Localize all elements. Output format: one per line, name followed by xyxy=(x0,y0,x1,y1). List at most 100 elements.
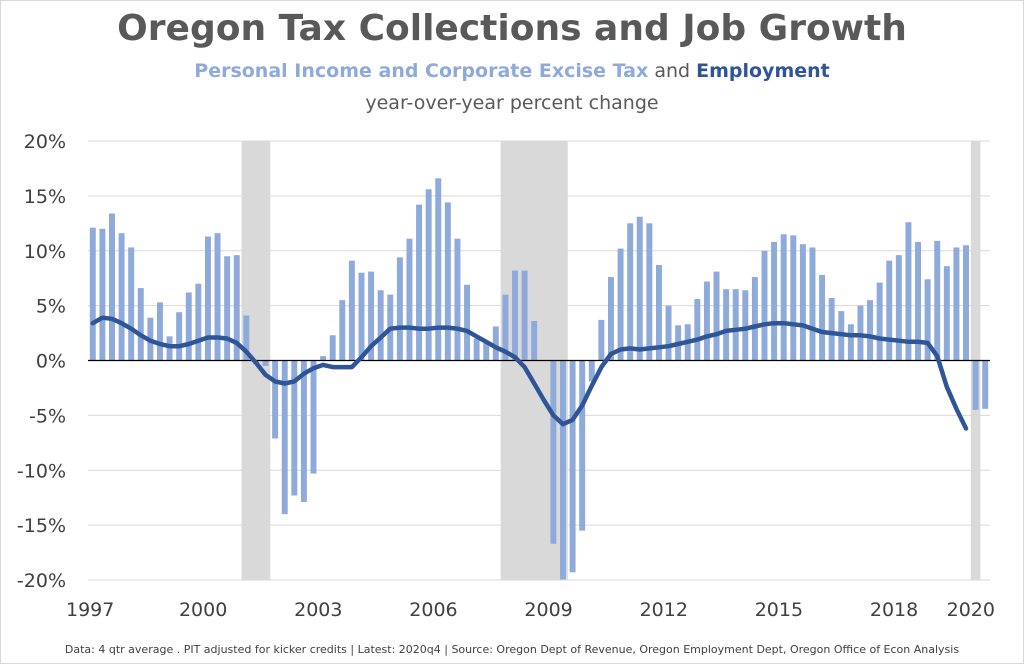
tax-bar xyxy=(204,236,211,361)
tax-bar xyxy=(809,247,816,361)
tax-bar xyxy=(425,189,432,361)
tax-bar xyxy=(828,297,835,361)
tax-bar xyxy=(483,342,490,361)
tax-bar xyxy=(281,360,288,515)
tax-bar xyxy=(464,284,471,361)
tax-bar xyxy=(627,223,634,361)
tax-bar xyxy=(550,360,557,544)
tax-bar xyxy=(963,245,969,361)
tax-bar xyxy=(531,320,538,361)
x-tick-label: 2003 xyxy=(294,599,342,621)
tax-bar xyxy=(329,335,336,361)
tax-bar xyxy=(751,277,758,361)
tax-bar xyxy=(761,250,768,361)
tax-bar xyxy=(560,360,566,580)
tax-bar xyxy=(723,289,730,361)
x-tick-label: 2020 xyxy=(947,599,995,621)
tax-bar xyxy=(128,247,135,361)
tax-bar xyxy=(358,272,365,361)
chart-subtitle-units: year-over-year percent change xyxy=(365,92,659,114)
tax-bar xyxy=(617,248,624,361)
tax-bar xyxy=(89,227,96,361)
tax-bar xyxy=(368,271,375,361)
tax-bar xyxy=(799,244,806,361)
tax-bar xyxy=(176,312,183,361)
tax-bar xyxy=(137,288,144,361)
chart-subtitle: Personal Income and Corporate Excise Tax… xyxy=(0,60,1024,82)
tax-bar xyxy=(214,233,221,361)
y-tick-label: -10% xyxy=(17,460,66,482)
tax-bar xyxy=(607,277,614,361)
tax-bar xyxy=(262,360,269,366)
tax-bar xyxy=(934,240,941,361)
tax-bar xyxy=(876,282,883,361)
tax-bar xyxy=(99,228,106,361)
tax-bar xyxy=(895,255,902,361)
tax-bar xyxy=(320,356,327,361)
tax-bar xyxy=(243,315,250,361)
tax-bar xyxy=(598,319,605,361)
tax-bar xyxy=(454,238,461,361)
chart-title: Oregon Tax Collections and Job Growth xyxy=(117,8,907,49)
tax-bar xyxy=(972,360,979,410)
tax-bar xyxy=(233,255,240,361)
tax-bar xyxy=(118,233,125,361)
tax-bar xyxy=(348,260,355,361)
tax-bar xyxy=(435,178,442,361)
tax-bar xyxy=(943,266,950,361)
tax-bar xyxy=(847,324,854,361)
x-tick-label: 2000 xyxy=(179,599,227,621)
tax-bar xyxy=(416,204,423,361)
tax-bar xyxy=(819,274,826,361)
tax-bar xyxy=(195,283,202,361)
tax-bar xyxy=(272,360,279,439)
tax-bar xyxy=(694,299,701,361)
tax-bar xyxy=(655,265,662,361)
x-tick-label: 2006 xyxy=(409,599,457,621)
y-tick-label: 5% xyxy=(36,296,66,318)
tax-bar xyxy=(646,223,653,361)
y-tick-label: 20% xyxy=(24,131,66,153)
y-tick-label: -20% xyxy=(17,570,66,592)
tax-bar xyxy=(339,300,346,361)
x-tick-label: 2009 xyxy=(524,599,572,621)
tax-bar xyxy=(512,270,518,361)
tax-bar xyxy=(396,257,403,361)
tax-bar xyxy=(300,360,307,503)
tax-bar xyxy=(703,281,710,361)
tax-bar xyxy=(569,360,576,573)
chart-footnote: Data: 4 qtr average . PIT adjusted for k… xyxy=(64,643,960,656)
x-tick-label: 2015 xyxy=(755,599,803,621)
tax-bar xyxy=(713,271,720,361)
employment-line xyxy=(90,315,969,431)
tax-bar xyxy=(521,270,528,361)
subtitle-employment-series: Employment xyxy=(696,60,830,82)
tax-bar xyxy=(406,238,413,361)
tax-bar xyxy=(915,241,922,361)
tax-bar xyxy=(310,360,317,474)
x-tick-label: 2018 xyxy=(870,599,918,621)
subtitle-tax-series: Personal Income and Corporate Excise Tax xyxy=(194,60,649,82)
tax-bar xyxy=(780,234,787,361)
tax-bar xyxy=(579,360,586,531)
tax-bar xyxy=(886,260,893,361)
tax-bar xyxy=(982,360,989,409)
y-tick-label: 10% xyxy=(24,241,66,263)
tax-bar xyxy=(742,290,749,361)
tax-bar xyxy=(224,256,231,361)
y-tick-label: -5% xyxy=(29,405,66,427)
tax-bar xyxy=(867,300,874,361)
y-tick-label: -15% xyxy=(17,515,66,537)
tax-bar xyxy=(665,305,672,361)
tax-bar xyxy=(377,290,384,361)
tax-bar xyxy=(185,292,192,361)
tax-bar xyxy=(771,241,778,361)
tax-bar xyxy=(109,213,115,361)
tax-bar xyxy=(502,294,509,361)
tax-bar xyxy=(732,289,739,361)
x-tick-label: 1997 xyxy=(66,599,114,621)
tax-bar xyxy=(473,338,480,361)
y-tick-label: 15% xyxy=(24,186,66,208)
y-tick-label: 0% xyxy=(36,351,66,373)
